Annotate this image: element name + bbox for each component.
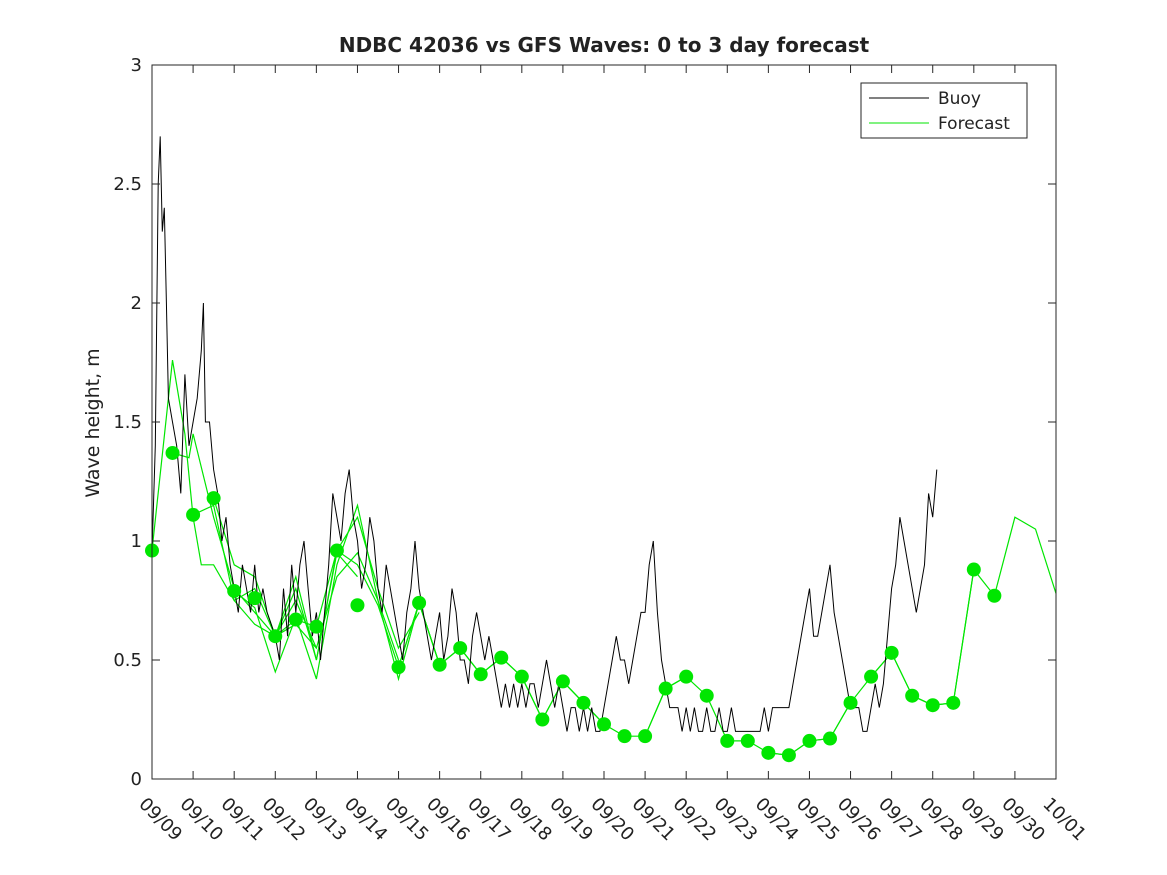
y-tick-label-6: 3 [131,55,142,76]
buoy-line [151,136,938,732]
y-tick-label-1: 0.5 [113,650,142,671]
y-axis-label: Wave height, m [82,348,104,497]
forecast-marker-2 [186,507,201,522]
chart-title: NDBC 42036 vs GFS Waves: 0 to 3 day fore… [339,33,870,57]
forecast-marker-38 [946,695,961,710]
forecast-marker-29 [761,745,776,760]
forecast-marker-20 [576,695,591,710]
forecast-marker-4 [227,583,242,598]
forecast-marker-25 [679,669,694,684]
forecast-marker-18 [535,712,550,727]
forecast-line-11 [870,516,1057,706]
y-tick-label-2: 1 [131,531,142,552]
forecast-marker-27 [720,733,735,748]
forecast-marker-14 [453,641,468,656]
forecast-line-5 [233,503,441,682]
forecast-marker-5 [247,591,262,606]
forecast-line-1 [151,360,317,649]
forecast-marker-32 [823,731,837,746]
y-axis-ticks: 0 0.5 1 1.5 2 2.5 3 [113,55,1056,790]
axes-box [151,64,1057,780]
y-tick-label-5: 2.5 [113,174,142,195]
forecast-marker-16 [494,650,509,665]
forecast-marker-13 [432,657,447,672]
y-tick-label-3: 1.5 [113,412,142,433]
forecast-marker-10 [350,598,365,613]
forecast-marker-17 [514,669,529,684]
y-tick-label-4: 2 [131,293,142,314]
forecast-marker-26 [699,688,714,703]
forecast-marker-35 [884,645,899,660]
forecast-marker-1 [165,445,180,460]
legend: Buoy Forecast [860,82,1028,139]
forecast-marker-37 [925,698,940,713]
forecast-marker-12 [412,595,427,610]
forecast-marker-9 [329,543,344,558]
forecast-marker-23 [638,729,653,744]
legend-box [860,82,1028,139]
forecast-line-4 [213,498,420,661]
legend-forecast-label: Forecast [938,114,1010,134]
forecast-marker-19 [555,674,570,689]
plot-area [145,136,1057,763]
forecast-marker-8 [309,619,324,634]
forecast-marker-36 [905,688,920,703]
forecast-marker-30 [781,748,796,763]
legend-buoy-label: Buoy [938,89,981,109]
y-tick-label-0: 0 [131,769,142,790]
forecast-marker-21 [597,717,611,732]
forecast-marker-11 [391,660,406,675]
forecast-marker-34 [864,669,879,684]
forecast-marker-22 [617,729,632,744]
forecast-marker-31 [802,733,817,748]
forecast-marker-3 [206,491,221,506]
forecast-marker-39 [966,562,981,577]
forecast-marker-15 [473,667,488,682]
forecast-marker-24 [658,681,673,696]
forecast-marker-40 [987,588,1002,603]
forecast-marker-7 [288,612,303,627]
forecast-marker-28 [740,733,755,748]
forecast-marker-6 [268,629,283,644]
forecast-marker-33 [843,695,858,710]
